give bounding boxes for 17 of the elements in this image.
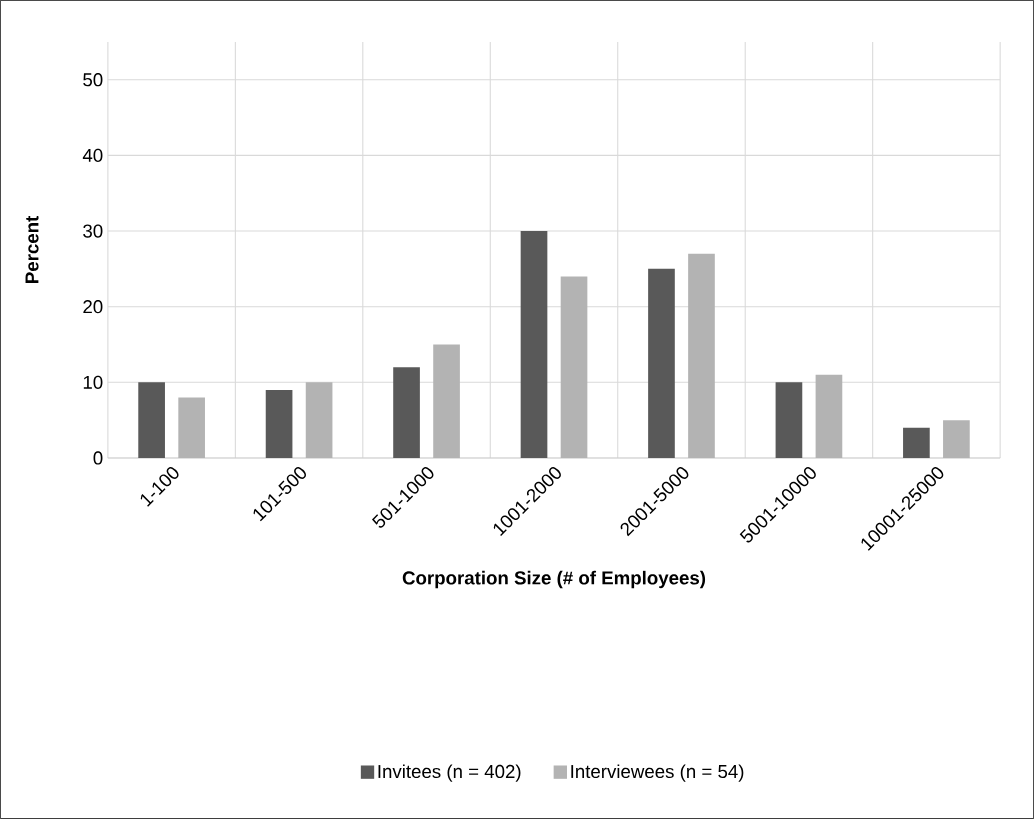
bar <box>265 389 293 459</box>
bar <box>393 367 420 459</box>
bar <box>648 268 675 459</box>
bar <box>903 427 930 459</box>
legend-label: Invitees (n = 402) <box>378 764 521 782</box>
y-tick-label: 10 <box>83 375 103 389</box>
legend-label: Interviewees (n = 54) <box>571 764 744 782</box>
y-tick-label: 20 <box>83 300 103 314</box>
bar <box>138 382 165 459</box>
x-axis-title: Corporation Size (# of Employees) <box>402 570 706 589</box>
y-tick-label: 0 <box>93 451 103 465</box>
y-axis-title: Percent <box>25 215 39 283</box>
y-tick-label: 50 <box>83 73 103 87</box>
bar <box>775 382 803 459</box>
y-tick-label: 30 <box>83 224 103 238</box>
y-tick-label: 40 <box>82 148 103 162</box>
bar <box>520 231 548 459</box>
